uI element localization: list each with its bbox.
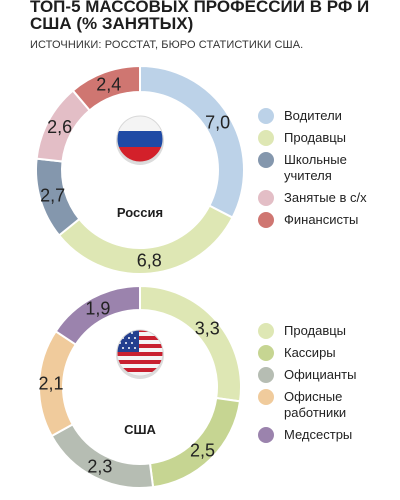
legend-usa: Продавцы Кассиры Официанты Офисные работник… [258,323,356,449]
value-label: 2,1 [39,374,64,394]
legend-label: Школьные учителя [284,152,347,183]
legend-swatch [258,130,274,146]
legend-swatch [258,389,274,405]
legend-item: Продавцы [258,323,356,339]
legend-label: Занятые в с/х [284,190,367,205]
legend-item: Занятые в с/х [258,190,367,206]
value-label: 3,3 [195,319,220,339]
legend-label: Кассиры [284,345,336,360]
legend-label: Офисные работники [284,389,347,420]
value-label: 6,8 [137,251,162,271]
legend-label: Продавцы [284,323,347,338]
chart-subtitle: ИСТОЧНИКИ: РОССТАТ, БЮРО СТАТИСТИКИ США. [30,39,304,51]
value-label: 1,9 [85,299,110,319]
donut-segment [71,64,141,112]
value-label: 2,7 [40,186,65,206]
legend-item: Кассиры [258,345,356,361]
legend-swatch [258,323,274,339]
legend-item: Школьные учителя [258,152,367,184]
donut-usa: 3,3 2,5 2,3 2,1 1,9 [38,284,242,489]
donut-russia: 7,0 6,8 2,7 2,6 2,4 [35,64,245,275]
legend-item: Продавцы [258,130,367,146]
chart-title: ТОП-5 МАССОВЫХ ПРОФЕССИЙ В РФ И США (% З… [30,0,370,33]
legend-swatch [258,345,274,361]
russia-flag-icon [116,115,164,165]
legend-swatch [258,108,274,124]
legend-label: Медсестры [284,427,353,442]
legend-label: Финансисты [284,212,359,227]
legend-item: Официанты [258,367,356,383]
legend-label: Продавцы [284,130,347,145]
legend-item: Финансисты [258,212,367,228]
legend-item: Водители [258,108,367,124]
value-label: 2,5 [190,440,215,460]
country-label-russia: Россия [117,205,163,220]
value-label: 7,0 [205,113,230,133]
country-label-usa: США [124,422,156,437]
value-label: 2,4 [96,75,121,95]
legend-swatch [258,367,274,383]
legend-label: Водители [284,108,342,123]
legend-item: Офисные работники [258,389,356,421]
value-label: 2,6 [47,117,72,137]
value-label: 2,3 [87,456,112,476]
legend-swatch [258,152,274,168]
legend-swatch [258,212,274,228]
legend-label: Официанты [284,367,357,382]
usa-flag-icon [116,329,164,379]
legend-swatch [258,190,274,206]
legend-swatch [258,427,274,443]
legend-russia: Водители Продавцы Школьные учителя Занятые … [258,108,367,234]
legend-item: Медсестры [258,427,356,443]
donut-segment [54,284,141,346]
